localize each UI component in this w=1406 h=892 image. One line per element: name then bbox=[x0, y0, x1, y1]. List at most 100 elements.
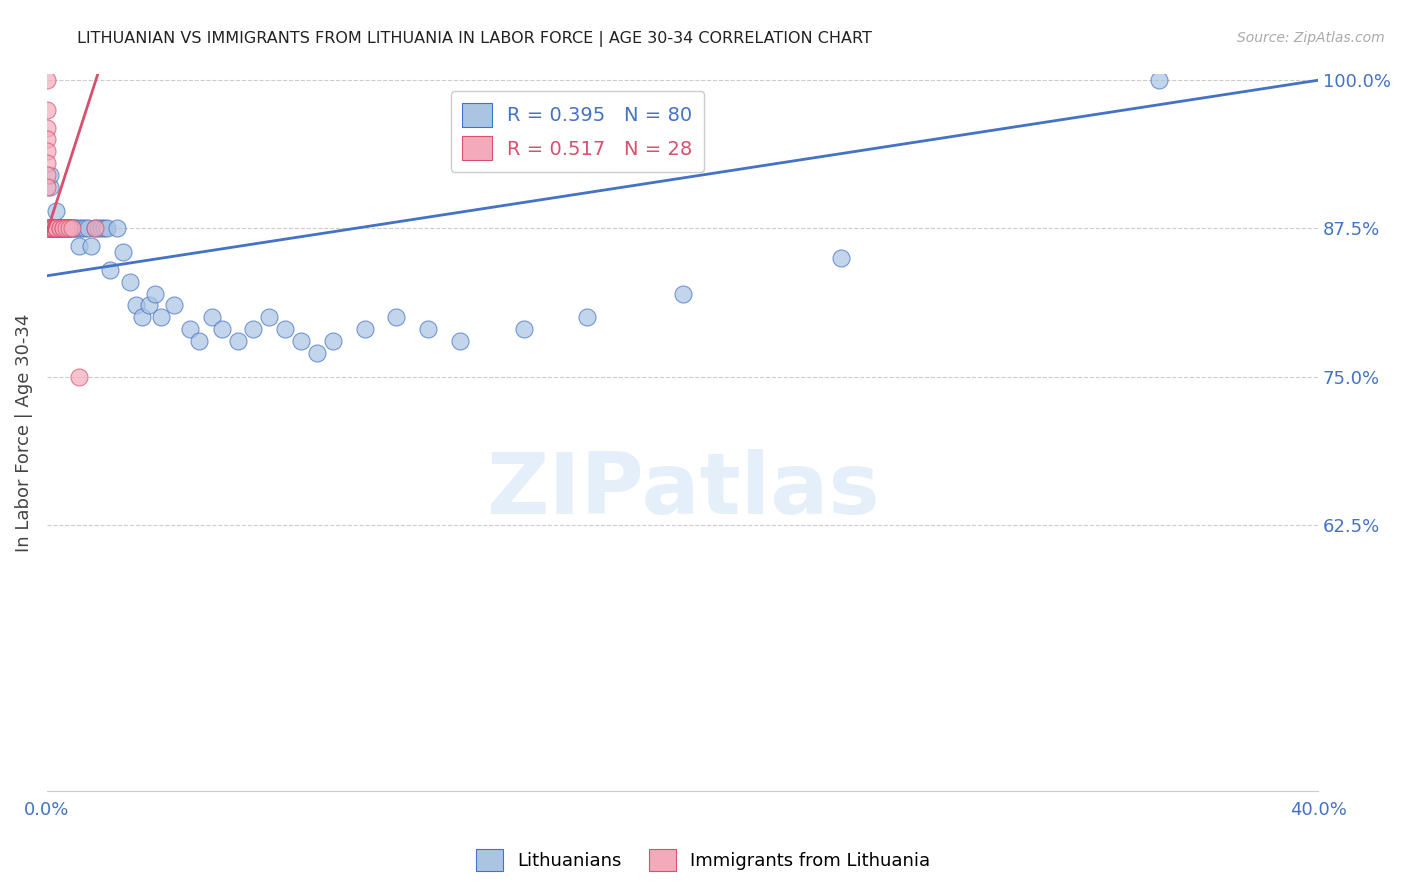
Point bbox=[83, 221, 105, 235]
Point bbox=[45, 221, 67, 235]
Point bbox=[48, 221, 70, 235]
Point bbox=[125, 298, 148, 312]
Point bbox=[48, 221, 70, 235]
Point bbox=[55, 221, 77, 235]
Point bbox=[48, 221, 70, 235]
Point bbox=[83, 221, 105, 235]
Legend: Lithuanians, Immigrants from Lithuania: Lithuanians, Immigrants from Lithuania bbox=[468, 842, 938, 879]
Point bbox=[55, 221, 77, 235]
Point bbox=[58, 221, 80, 235]
Point bbox=[45, 221, 67, 235]
Y-axis label: In Labor Force | Age 30-34: In Labor Force | Age 30-34 bbox=[15, 314, 32, 552]
Legend: R = 0.395   N = 80, R = 0.517   N = 28: R = 0.395 N = 80, R = 0.517 N = 28 bbox=[451, 91, 704, 171]
Text: Source: ZipAtlas.com: Source: ZipAtlas.com bbox=[1237, 31, 1385, 45]
Point bbox=[90, 221, 112, 235]
Point bbox=[60, 221, 83, 235]
Point bbox=[42, 221, 65, 235]
Point bbox=[67, 239, 90, 253]
Point bbox=[105, 221, 128, 235]
Point bbox=[45, 221, 67, 235]
Point bbox=[35, 103, 58, 117]
Point bbox=[42, 221, 65, 235]
Point bbox=[163, 298, 186, 312]
Point bbox=[58, 221, 80, 235]
Point bbox=[58, 221, 80, 235]
Point bbox=[42, 221, 65, 235]
Point bbox=[39, 221, 62, 235]
Point bbox=[39, 168, 62, 182]
Point bbox=[143, 286, 166, 301]
Point bbox=[42, 221, 65, 235]
Point bbox=[1147, 73, 1170, 87]
Point bbox=[42, 221, 65, 235]
Point bbox=[52, 221, 75, 235]
Point bbox=[45, 221, 67, 235]
Point bbox=[42, 221, 65, 235]
Point bbox=[112, 245, 135, 260]
Point bbox=[35, 120, 58, 135]
Point bbox=[322, 334, 344, 348]
Point bbox=[211, 322, 233, 336]
Point bbox=[290, 334, 312, 348]
Point bbox=[67, 221, 90, 235]
Point bbox=[60, 221, 83, 235]
Point bbox=[39, 221, 62, 235]
Point bbox=[35, 221, 58, 235]
Point bbox=[259, 310, 281, 325]
Point bbox=[242, 322, 264, 336]
Point bbox=[188, 334, 211, 348]
Point bbox=[418, 322, 440, 336]
Point bbox=[77, 221, 100, 235]
Point bbox=[42, 221, 65, 235]
Point bbox=[131, 310, 153, 325]
Point bbox=[55, 221, 77, 235]
Point bbox=[39, 221, 62, 235]
Point bbox=[52, 221, 75, 235]
Point bbox=[48, 221, 70, 235]
Point bbox=[42, 221, 65, 235]
Point bbox=[35, 156, 58, 170]
Point bbox=[118, 275, 141, 289]
Point bbox=[353, 322, 375, 336]
Point bbox=[55, 221, 77, 235]
Point bbox=[35, 168, 58, 182]
Point bbox=[65, 221, 87, 235]
Point bbox=[45, 221, 67, 235]
Point bbox=[58, 221, 80, 235]
Point bbox=[93, 221, 115, 235]
Point bbox=[35, 132, 58, 146]
Point bbox=[70, 221, 93, 235]
Point bbox=[42, 221, 65, 235]
Point bbox=[45, 221, 67, 235]
Point bbox=[39, 180, 62, 194]
Point bbox=[100, 263, 122, 277]
Point bbox=[60, 221, 83, 235]
Point bbox=[512, 322, 534, 336]
Point bbox=[385, 310, 408, 325]
Point bbox=[52, 221, 75, 235]
Point bbox=[52, 221, 75, 235]
Point bbox=[45, 221, 67, 235]
Point bbox=[35, 221, 58, 235]
Point bbox=[48, 221, 70, 235]
Text: LITHUANIAN VS IMMIGRANTS FROM LITHUANIA IN LABOR FORCE | AGE 30-34 CORRELATION C: LITHUANIAN VS IMMIGRANTS FROM LITHUANIA … bbox=[77, 31, 872, 47]
Point bbox=[42, 221, 65, 235]
Point bbox=[138, 298, 160, 312]
Point bbox=[830, 251, 852, 265]
Point bbox=[39, 221, 62, 235]
Point bbox=[45, 203, 67, 218]
Point bbox=[35, 73, 58, 87]
Point bbox=[42, 221, 65, 235]
Point bbox=[671, 286, 693, 301]
Point bbox=[42, 221, 65, 235]
Point bbox=[576, 310, 599, 325]
Point bbox=[48, 221, 70, 235]
Point bbox=[67, 369, 90, 384]
Point bbox=[96, 221, 118, 235]
Point bbox=[201, 310, 224, 325]
Point bbox=[274, 322, 297, 336]
Point bbox=[39, 221, 62, 235]
Point bbox=[226, 334, 249, 348]
Point bbox=[87, 221, 110, 235]
Point bbox=[73, 221, 96, 235]
